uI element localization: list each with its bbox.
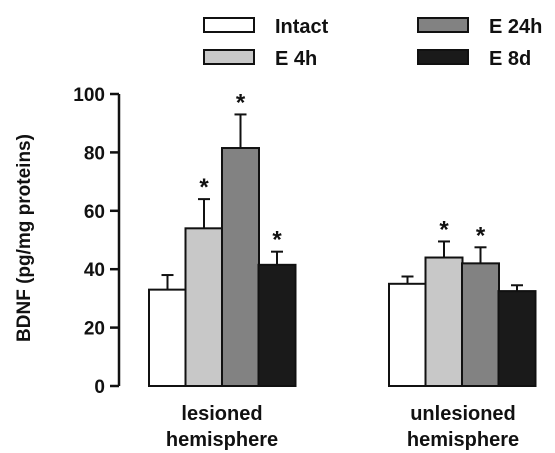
significance-star: * bbox=[272, 227, 282, 254]
significance-star: * bbox=[199, 174, 209, 201]
y-tick-label: 100 bbox=[73, 85, 105, 106]
legend-entry: E 4h bbox=[275, 48, 317, 70]
legend-swatch bbox=[417, 17, 469, 33]
bar bbox=[388, 282, 427, 387]
legend-entry: E 8d bbox=[489, 48, 531, 70]
x-tick-label: hemisphere bbox=[166, 429, 278, 451]
bars: * * * * * bbox=[148, 89, 537, 388]
bar bbox=[424, 256, 464, 387]
y-axis: 0 20 40 60 80 100 bbox=[73, 85, 121, 398]
bar bbox=[257, 263, 297, 388]
y-tick-label: 80 bbox=[84, 143, 105, 164]
bar bbox=[461, 262, 500, 387]
legend-entry: Intact bbox=[275, 16, 329, 38]
bar bbox=[497, 290, 537, 388]
y-axis-label: BDNF (pg/mg proteins) bbox=[14, 134, 35, 342]
x-tick-label: unlesioned bbox=[410, 403, 516, 425]
bar bbox=[148, 288, 187, 388]
legend-swatch bbox=[417, 49, 469, 65]
bar bbox=[221, 147, 260, 387]
x-tick-label: lesioned bbox=[181, 403, 262, 425]
significance-star: * bbox=[236, 89, 246, 116]
legend-swatch bbox=[203, 49, 255, 65]
significance-star: * bbox=[476, 222, 486, 249]
x-tick-label: hemisphere bbox=[407, 429, 519, 451]
bar bbox=[184, 227, 224, 387]
y-tick-label: 0 bbox=[94, 377, 105, 398]
y-tick-label: 40 bbox=[84, 260, 105, 281]
y-tick-label: 60 bbox=[84, 202, 105, 223]
legend-swatch bbox=[203, 17, 255, 33]
significance-star: * bbox=[439, 216, 449, 243]
x-axis-labels: lesioned hemisphere unlesioned hemisphere bbox=[166, 403, 519, 451]
y-tick-label: 20 bbox=[84, 319, 105, 340]
legend-entry: E 24h bbox=[489, 16, 542, 38]
legend: Intact E 4h E 24h E 8d bbox=[203, 16, 542, 70]
